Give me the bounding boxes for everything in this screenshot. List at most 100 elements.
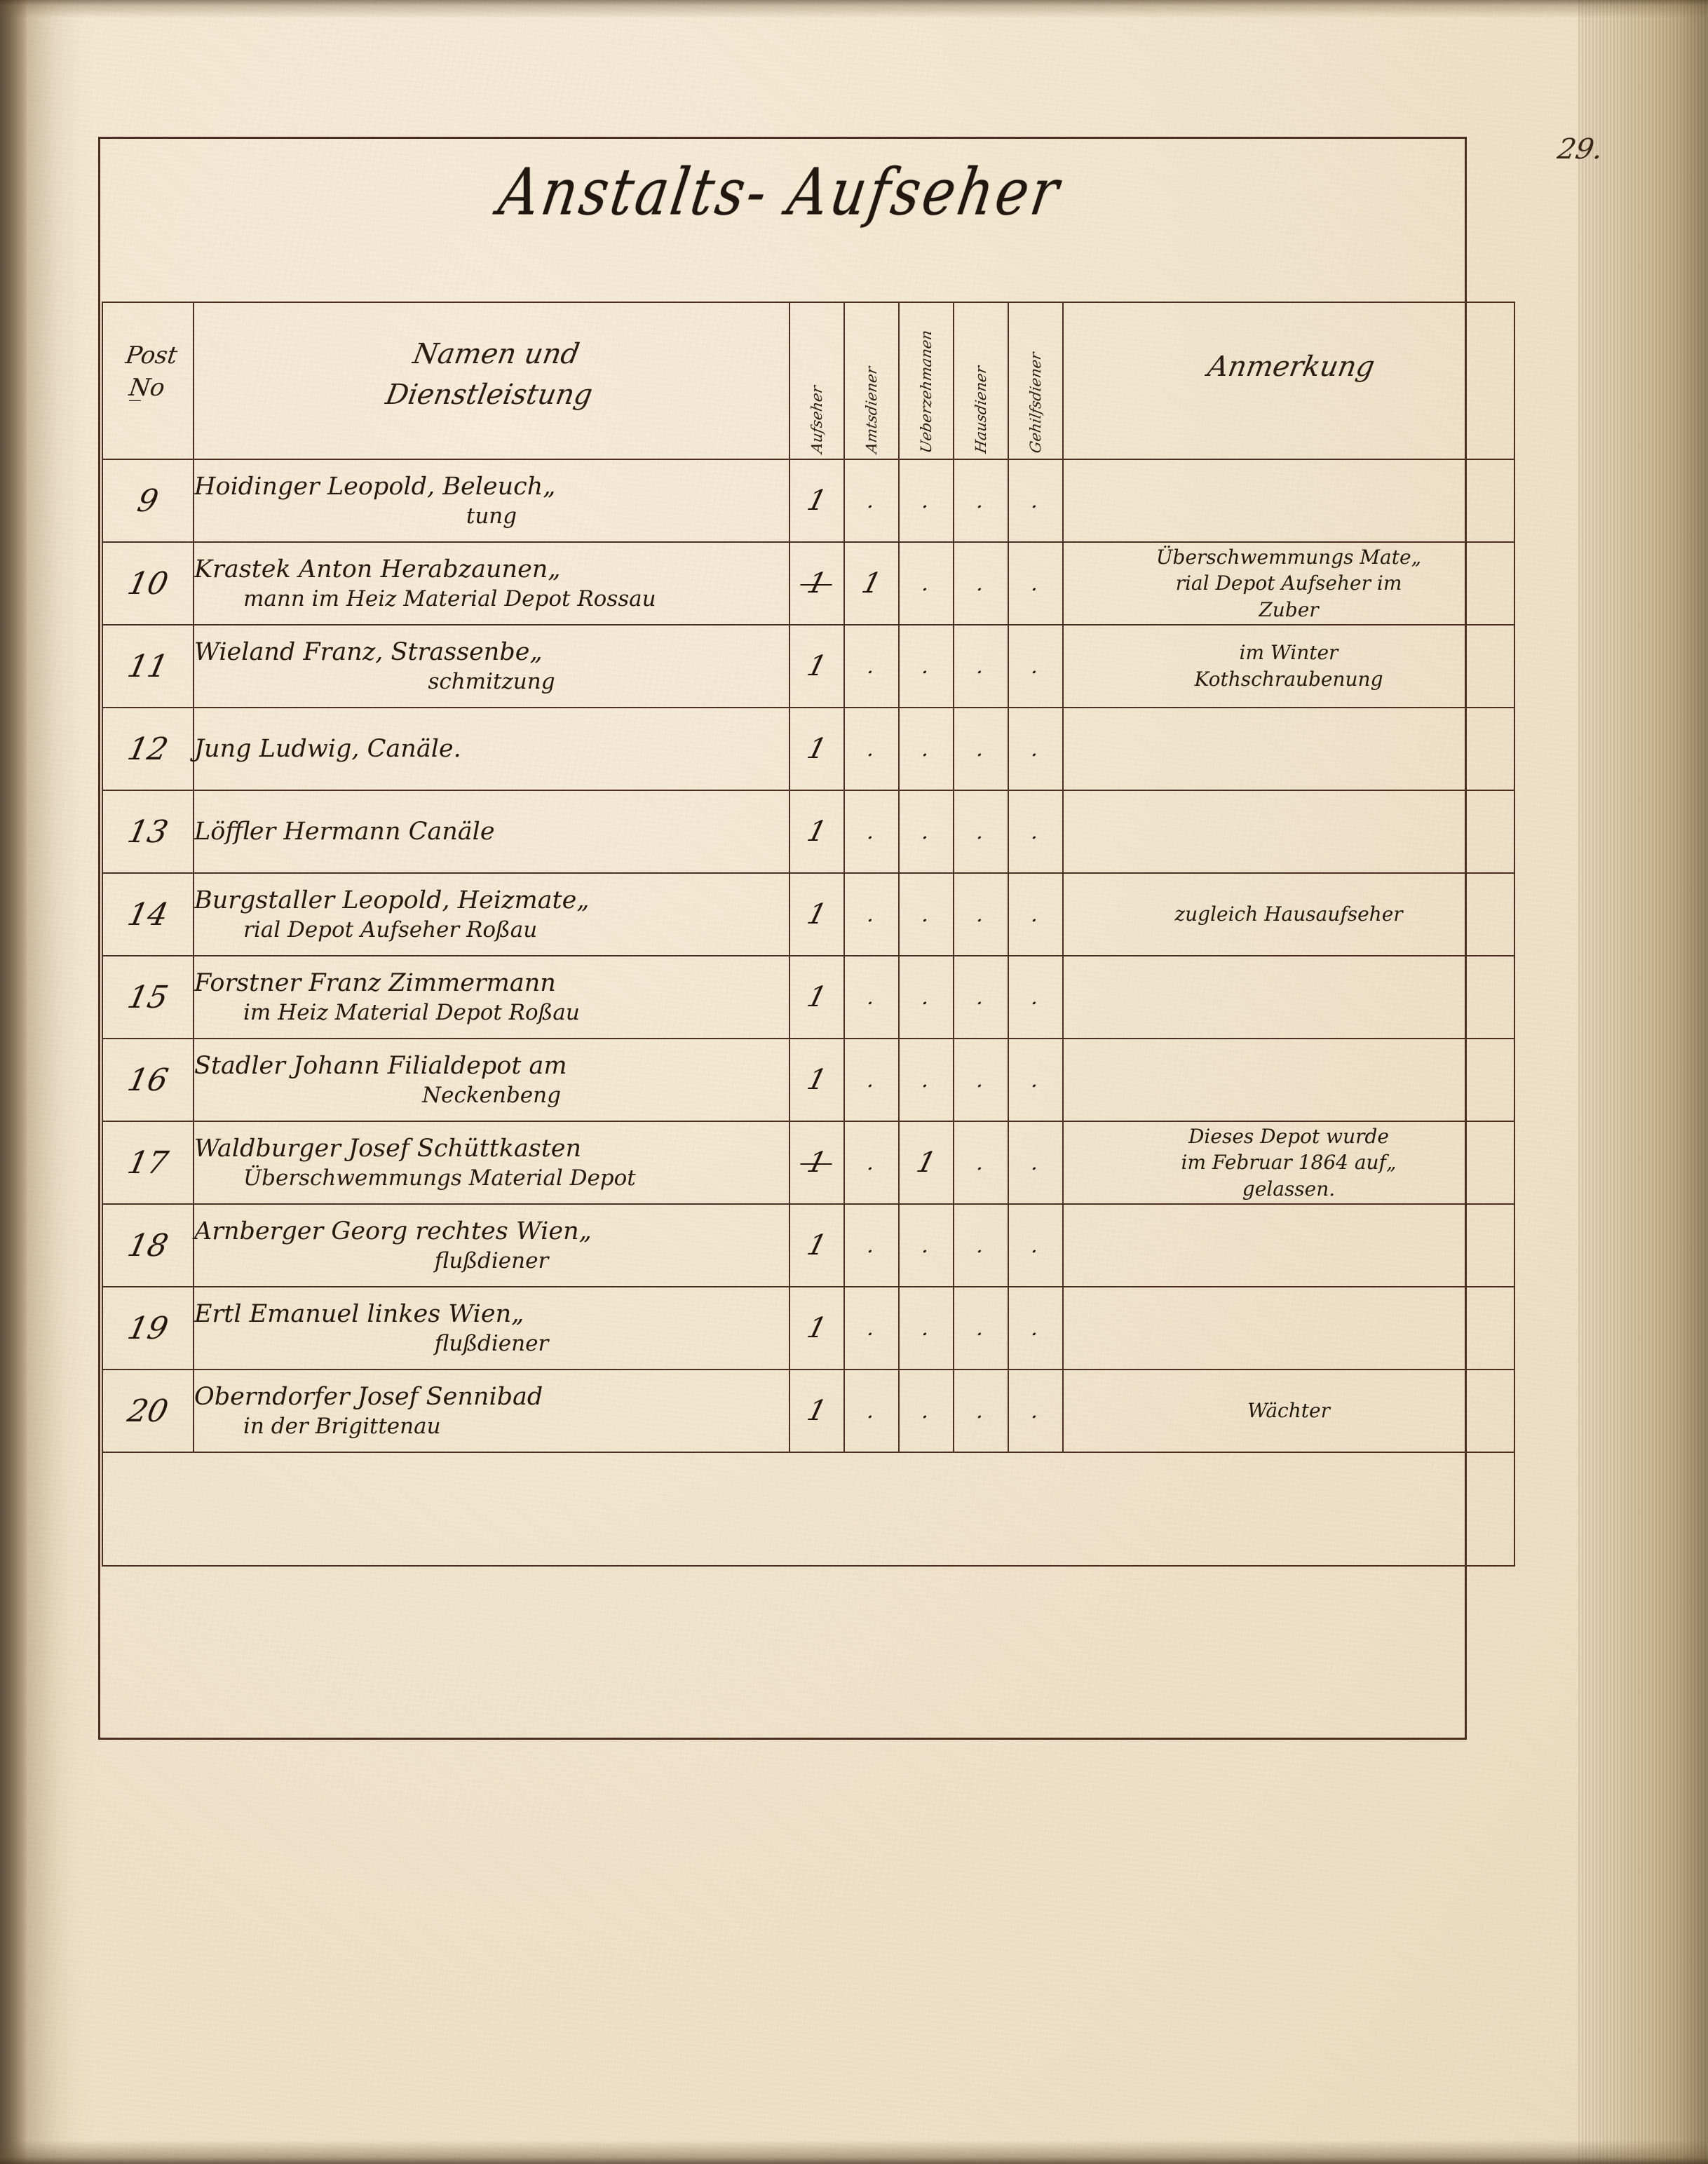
footer-blank-cell: [102, 1452, 1515, 1567]
row-remark: Dieses Depot wurde im Februar 1864 auf„ ge…: [1062, 1121, 1515, 1205]
row-name-line1: Krastek Anton Herabzaunen„: [194, 555, 561, 583]
row-remark-line: im Februar 1864 auf„: [1181, 1151, 1397, 1175]
row-name-line1: Arnberger Georg rechtes Wien„: [194, 1217, 592, 1245]
table-row: 19 Ertl Emanuel linkes Wien„ flußdiener 1..…: [93, 1286, 1515, 1370]
row-remark-line: Zuber: [1259, 597, 1319, 621]
header-name-line1: Namen und: [410, 338, 582, 370]
row-remark: [1062, 459, 1515, 543]
row-name-line1: Burgstaller Leopold, Heizmate„: [194, 886, 590, 914]
row-remark-line: Wächter: [1247, 1399, 1330, 1423]
row-remark: [1062, 790, 1515, 874]
row-number: 10: [93, 542, 203, 625]
header-cell-remark: Anmerkung: [1062, 302, 1515, 460]
header-count-label-4: Hausdiener: [972, 365, 989, 455]
row-name-and-duty: Wieland Franz, Strassenbe„ schmitzung: [193, 624, 790, 708]
row-name-and-duty: Krastek Anton Herabzaunen„ mann im Heiz M…: [193, 541, 790, 625]
header-cell-count-3: Ueberzehmanen: [898, 302, 954, 460]
header-remark-label: Anmerkung: [1205, 351, 1377, 383]
row-number: 9: [93, 459, 203, 542]
row-name-line1: Hoidinger Leopold, Beleuch„: [194, 472, 556, 501]
table-row: 10 Krastek Anton Herabzaunen„ mann im Heiz…: [93, 541, 1515, 625]
table-footer: [102, 1452, 1515, 1567]
header-cell-number: Post N̲o: [102, 302, 194, 460]
table-header: Post N̲o Namen und Dienstleistung Aufseh…: [102, 302, 1515, 460]
row-name-line1: Stadler Johann Filialdepot am: [194, 1051, 567, 1080]
header-number-line1: Post: [123, 341, 179, 370]
row-number: 19: [93, 1287, 203, 1370]
row-number: 11: [93, 625, 203, 708]
page-title-container: Anstalts- Aufseher: [98, 156, 1463, 230]
book-gutter: [0, 0, 31, 2164]
row-name-and-duty: Löffler Hermann Canäle: [193, 790, 790, 874]
row-name-line2: rial Depot Aufseher Roßau: [243, 917, 538, 942]
table-row: 11 Wieland Franz, Strassenbe„ schmitzung 1.…: [93, 624, 1515, 708]
row-remark: Überschwemmungs Mate„ rial Depot Aufseher…: [1062, 541, 1515, 625]
table-row: 14 Burgstaller Leopold, Heizmate„ rial Dep…: [93, 872, 1515, 956]
row-name-line1: Waldburger Josef Schüttkasten: [194, 1134, 582, 1163]
row-name-line1: Oberndorfer Josef Sennibad: [194, 1382, 543, 1411]
row-number: 16: [93, 1039, 203, 1121]
row-remark: zugleich Hausaufseher: [1062, 872, 1515, 956]
page-number: 29.: [1555, 133, 1606, 165]
row-remark-line: Dieses Depot wurde: [1188, 1124, 1389, 1148]
row-name-line1: Jung Ludwig, Canäle.: [194, 734, 461, 763]
row-number: 20: [93, 1370, 203, 1452]
header-cell-count-2: Amtsdiener: [843, 302, 900, 460]
row-remark-line: im Winter: [1239, 641, 1338, 665]
header-cell-count-5: Gehilfsdiener: [1008, 302, 1064, 460]
header-count-label-3: Ueberzehmanen: [918, 328, 935, 455]
header-cell-count-4: Hausdiener: [953, 302, 1009, 460]
row-name-line2: flußdiener: [434, 1330, 549, 1356]
row-name-and-duty: Stadler Johann Filialdepot am Neckenbeng: [193, 1038, 790, 1122]
row-remark-line: Überschwemmungs Mate„: [1155, 545, 1422, 569]
header-row: Post N̲o Namen und Dienstleistung Aufseh…: [102, 302, 1515, 460]
row-number: 17: [93, 1121, 203, 1204]
row-name-and-duty: Burgstaller Leopold, Heizmate„ rial Depot…: [193, 872, 790, 956]
row-remark: im Winter Kothschraubenung: [1062, 624, 1515, 708]
row-remark-line: gelassen.: [1242, 1177, 1336, 1201]
row-number: 18: [93, 1204, 203, 1287]
row-remark: [1062, 707, 1515, 791]
row-number: 14: [93, 873, 203, 956]
row-name-and-duty: Waldburger Josef Schüttkasten Überschwemm…: [193, 1121, 790, 1205]
row-name-line1: Wieland Franz, Strassenbe„: [194, 637, 543, 666]
header-count-label-5: Gehilfsdiener: [1027, 351, 1044, 455]
table-row: 9 Hoidinger Leopold, Beleuch„ tung 1....: [93, 459, 1515, 543]
page-edge-top: [0, 0, 1708, 18]
header-number-line2: N̲o: [127, 374, 167, 402]
row-remark-line: Kothschraubenung: [1194, 668, 1383, 691]
row-name-line2: in der Brigittenau: [243, 1413, 441, 1439]
table-row: 17 Waldburger Josef Schüttkasten Überschwe…: [93, 1121, 1515, 1205]
row-number: 12: [93, 708, 203, 790]
table-row: 18 Arnberger Georg rechtes Wien„ flußdiene…: [93, 1203, 1515, 1287]
row-name-and-duty: Hoidinger Leopold, Beleuch„ tung: [193, 459, 790, 543]
row-name-and-duty: Ertl Emanuel linkes Wien„ flußdiener: [193, 1286, 790, 1370]
footer-row: [102, 1452, 1515, 1567]
table-row: 20 Oberndorfer Josef Sennibad in der Brigi…: [93, 1369, 1515, 1453]
table-row: 13 Löffler Hermann Canäle 1....: [93, 790, 1515, 874]
row-name-line2: tung: [466, 503, 517, 529]
row-number: 15: [93, 956, 203, 1039]
row-name-and-duty: Oberndorfer Josef Sennibad in der Brigitt…: [193, 1369, 790, 1453]
row-remark-line: rial Depot Aufseher im: [1175, 572, 1402, 595]
header-count-label-2: Amtsdiener: [863, 365, 880, 455]
table-row: 16 Stadler Johann Filialdepot am Neckenben…: [93, 1038, 1515, 1122]
page-edge-bottom: [0, 2140, 1708, 2164]
row-remark: [1062, 1203, 1515, 1287]
page-title: Anstalts- Aufseher: [494, 155, 1067, 231]
row-remark: [1062, 1286, 1515, 1370]
register-table: Post N̲o Namen und Dienstleistung Aufseh…: [93, 302, 1515, 1567]
row-name-and-duty: Arnberger Georg rechtes Wien„ flußdiener: [193, 1203, 790, 1287]
row-name-line2: mann im Heiz Material Depot Rossau: [243, 586, 656, 611]
row-name-line1: Löffler Hermann Canäle: [194, 817, 495, 846]
header-name-line2: Dienstleistung: [383, 379, 595, 411]
page-edge-right: [1578, 0, 1708, 2164]
row-remark: Wächter: [1062, 1369, 1515, 1453]
row-name-line2: Überschwemmungs Material Depot: [243, 1165, 636, 1191]
row-name-and-duty: Jung Ludwig, Canäle.: [193, 707, 790, 791]
table-row: 12 Jung Ludwig, Canäle. 1....: [93, 707, 1515, 791]
row-name-line2: flußdiener: [434, 1247, 549, 1273]
header-count-label-1: Aufseher: [808, 384, 825, 455]
table-body: 9 Hoidinger Leopold, Beleuch„ tung 1.... 10 K…: [93, 459, 1515, 1453]
row-name-line1: Forstner Franz Zimmermann: [194, 968, 556, 997]
